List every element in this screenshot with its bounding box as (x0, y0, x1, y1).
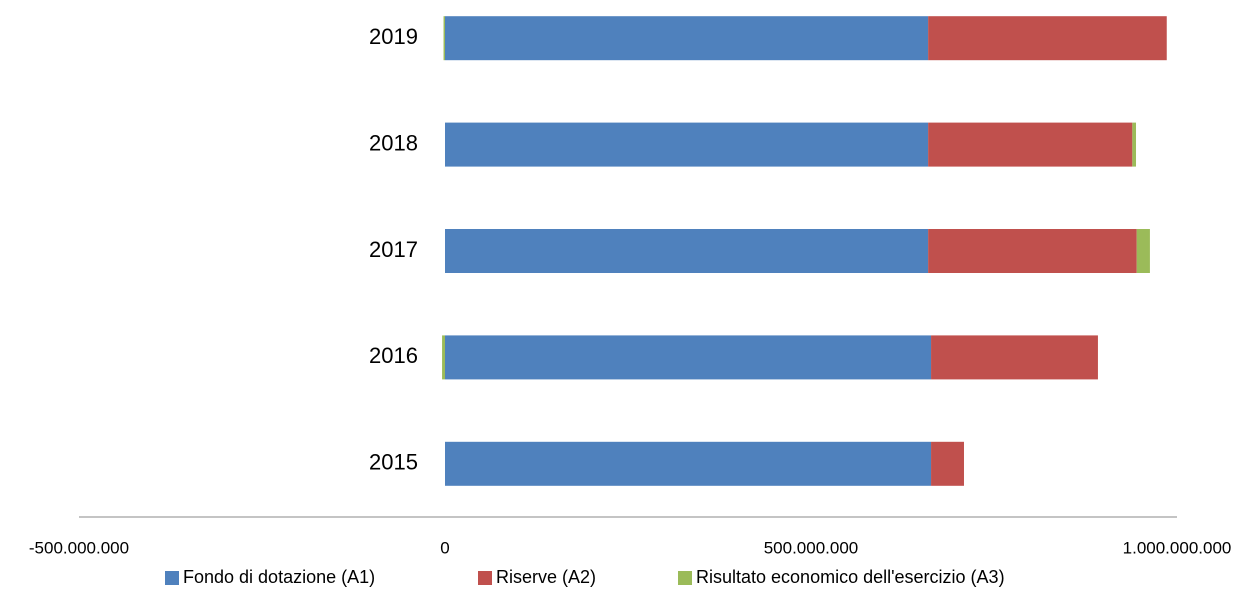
x-tick-label: 500.000.000 (764, 538, 859, 557)
y-tick-label: 2015 (369, 450, 418, 475)
x-tick-label: 0 (440, 538, 449, 557)
bar-segment (442, 335, 445, 380)
legend-label: Fondo di dotazione (A1) (183, 567, 375, 587)
legend-swatch (165, 571, 179, 585)
bar-segment (1136, 229, 1150, 273)
bar-segment (928, 229, 1137, 273)
y-tick-label: 2017 (369, 237, 418, 262)
x-tick-label: -500.000.000 (29, 538, 129, 557)
x-tick-label: 1.000.000.000 (1123, 538, 1232, 557)
legend-label: Risultato economico dell'esercizio (A3) (696, 567, 1005, 587)
legend-swatch (478, 571, 492, 585)
bar-segment (445, 16, 929, 61)
bar-segment (928, 122, 1133, 167)
legend-swatch (678, 571, 692, 585)
bar-segment (445, 441, 932, 486)
legend-label: Riserve (A2) (496, 567, 596, 587)
bar-segment (445, 335, 932, 380)
bar-segment (1132, 122, 1137, 167)
y-tick-label: 2018 (369, 130, 418, 155)
y-tick-label: 2016 (369, 343, 418, 368)
bar-segment (445, 122, 929, 167)
bar-segment (928, 16, 1167, 61)
bar-segment (931, 335, 1098, 380)
bar-segment (445, 229, 929, 273)
bar-segment (443, 16, 445, 61)
y-tick-label: 2019 (369, 24, 418, 49)
bar-segment (931, 441, 964, 486)
